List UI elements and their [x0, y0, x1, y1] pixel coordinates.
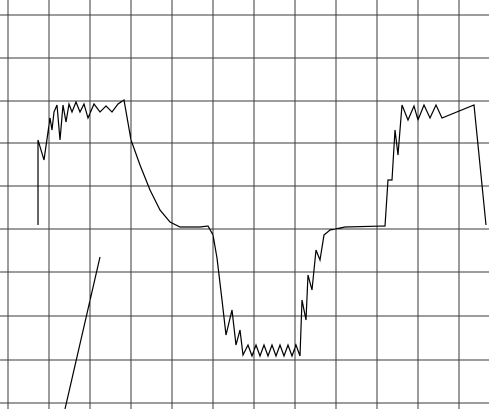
trace-line [37, 98, 487, 358]
trace-line [64, 256, 101, 409]
